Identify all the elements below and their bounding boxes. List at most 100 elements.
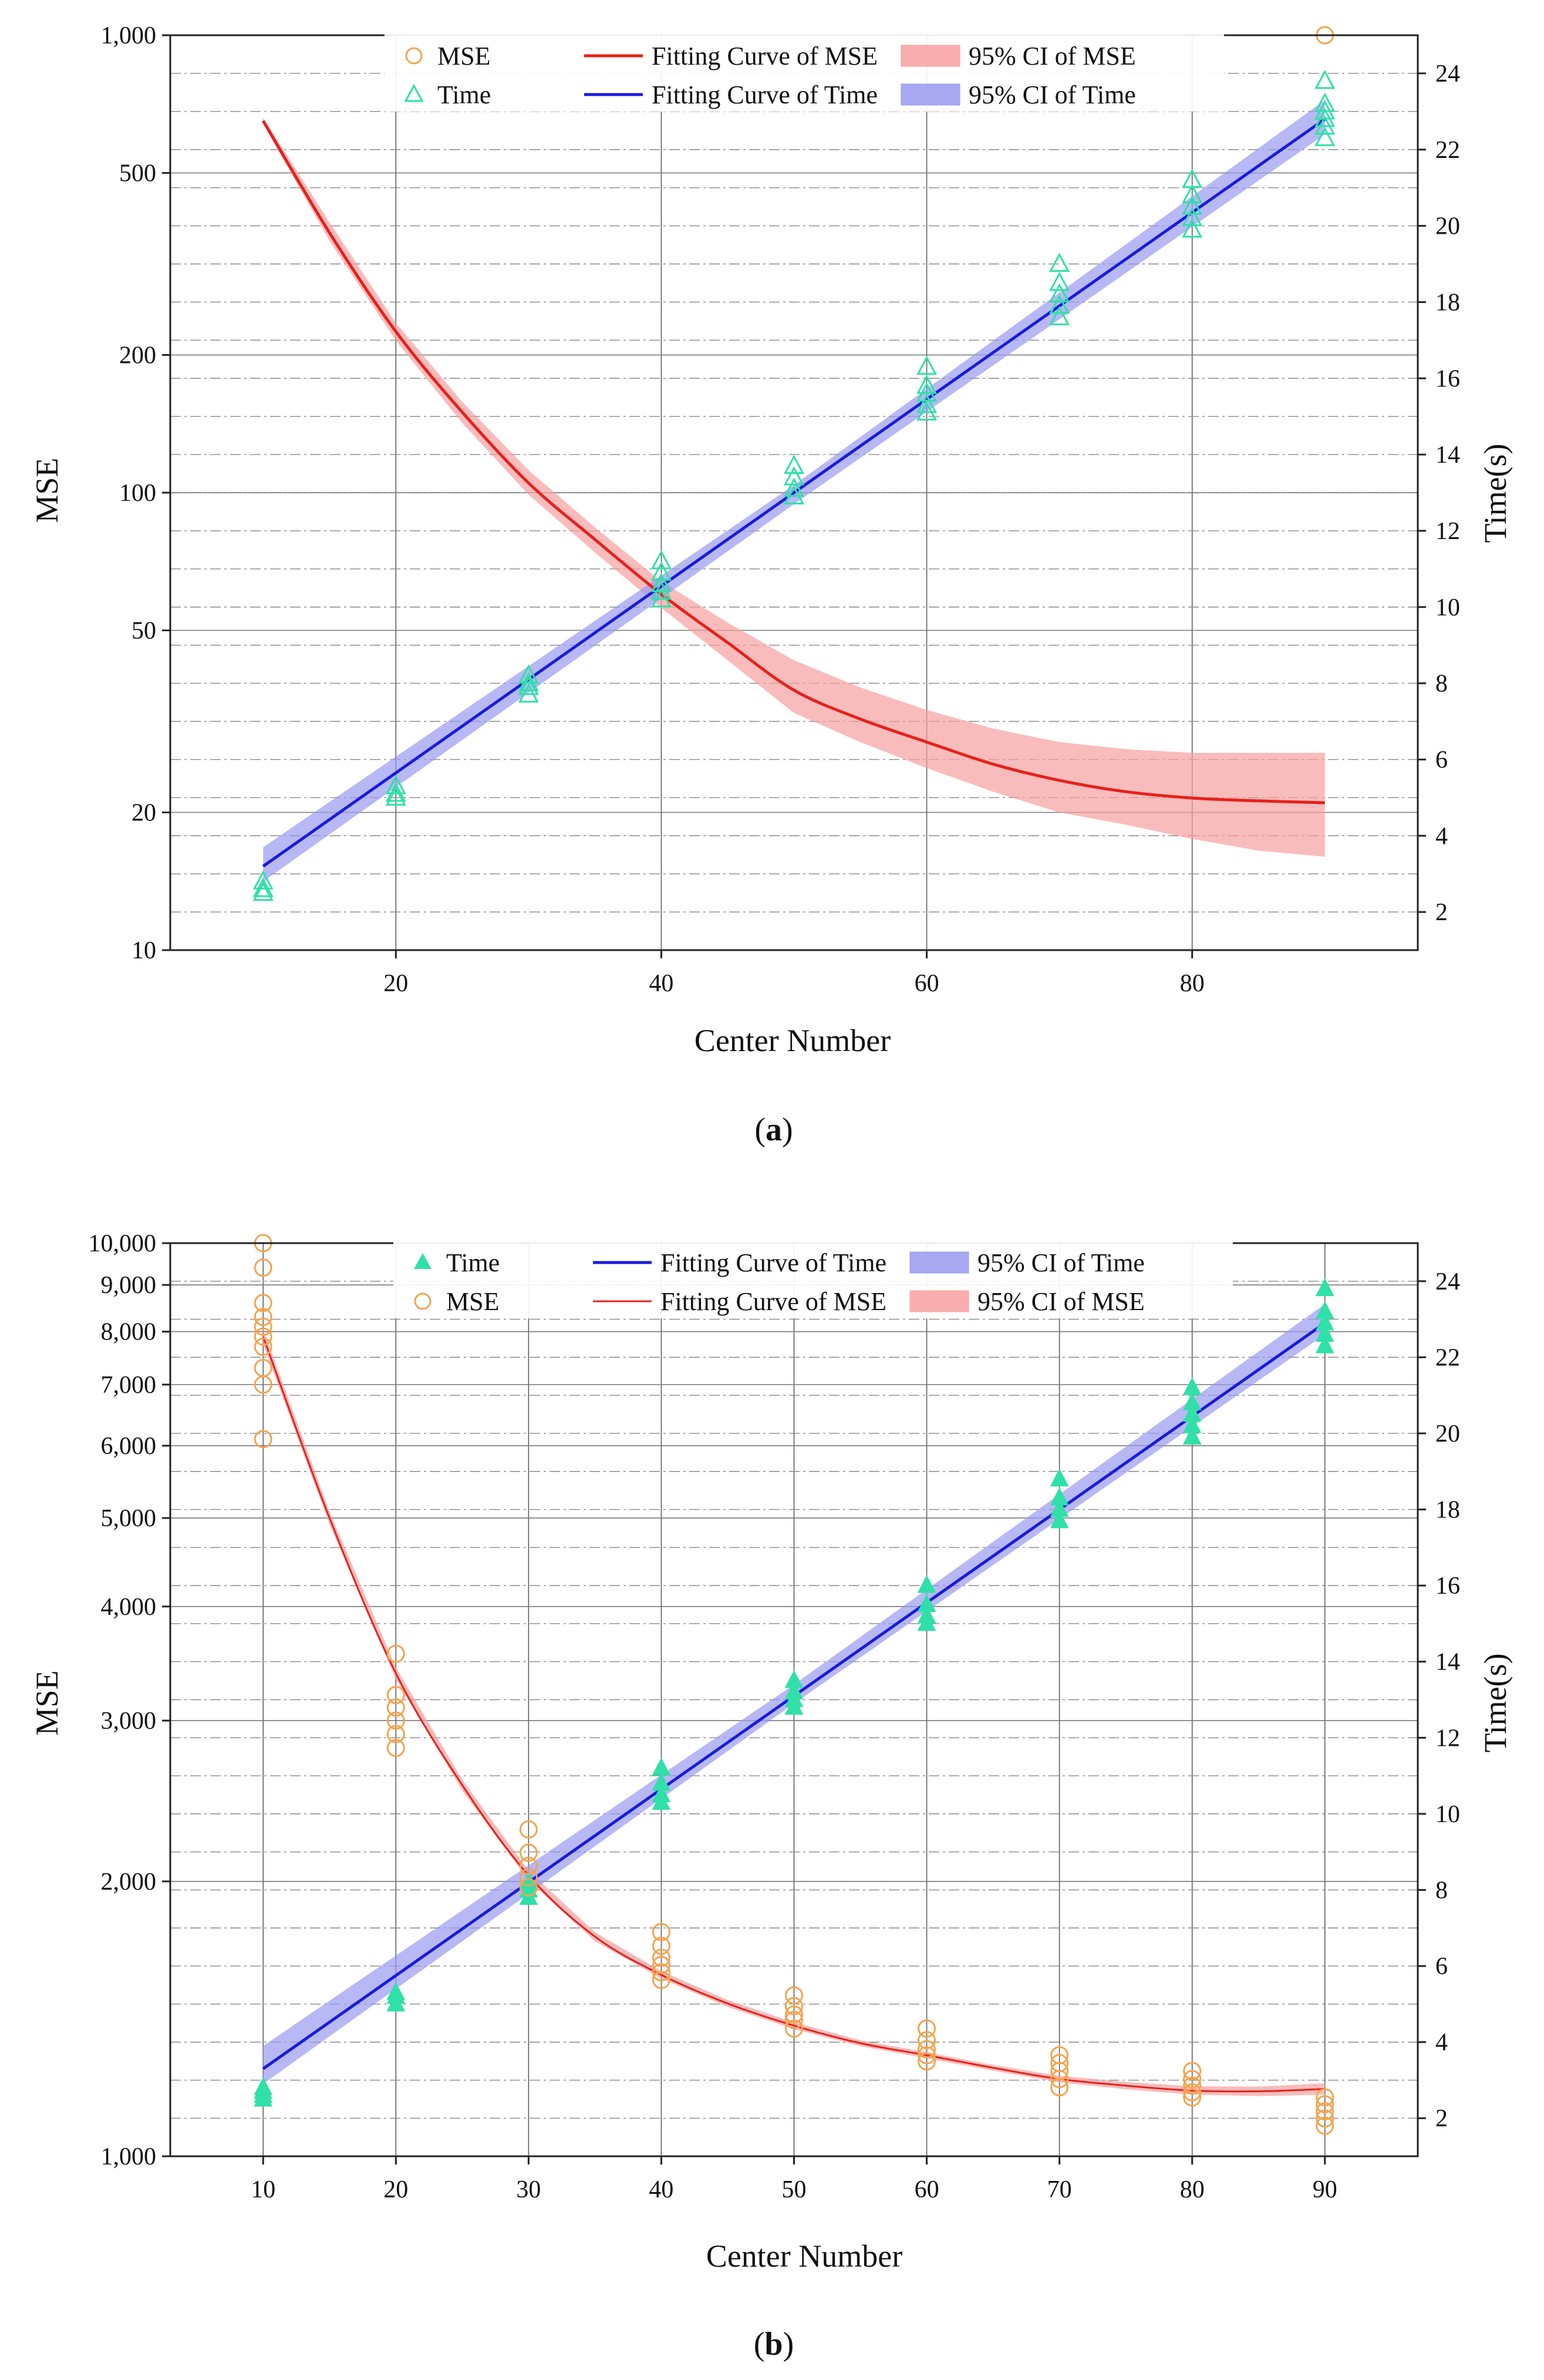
mse-point xyxy=(254,1338,272,1356)
y-right-tick-label: 22 xyxy=(1435,137,1460,164)
y-right-tick-label: 16 xyxy=(1435,365,1460,392)
mse-point xyxy=(254,1294,272,1312)
legend-item-time_points: Time xyxy=(414,1248,500,1277)
legend-symbol-time xyxy=(414,1253,431,1269)
mse-point xyxy=(519,1868,538,1887)
y-right-tick-label: 6 xyxy=(1435,1953,1448,1980)
y-axis-title-left-a: MSE xyxy=(29,457,65,523)
mse-point xyxy=(386,1739,405,1758)
mse-point xyxy=(652,1937,670,1955)
y-right-tick-label: 6 xyxy=(1435,746,1448,773)
ci-band-mse xyxy=(263,117,1325,857)
mse-point xyxy=(254,1327,272,1346)
y-left-tick-label: 8,000 xyxy=(101,1319,157,1346)
legend-item-time_ci: 95% CI of Time xyxy=(901,80,1136,109)
caption-letter-b: b xyxy=(764,2326,783,2362)
y-right-tick-label: 24 xyxy=(1435,1268,1460,1295)
legend-symbol-mse xyxy=(405,47,423,65)
fit-curve-mse xyxy=(262,1336,1325,2093)
mse-point xyxy=(918,2019,936,2038)
legend-item-mse_ci: 95% CI of MSE xyxy=(901,42,1136,70)
legend-label: Fitting Curve of MSE xyxy=(652,42,878,70)
mse-point xyxy=(1316,2109,1334,2128)
legend-label: Time xyxy=(446,1248,500,1277)
mse-point xyxy=(785,1997,803,2015)
legend-label: Fitting Curve of MSE xyxy=(660,1287,886,1316)
y-left-tick-label: 500 xyxy=(119,160,156,187)
time-point xyxy=(1314,107,1336,127)
y-right-tick-label: 14 xyxy=(1435,442,1460,469)
y-left-tick-label: 6,000 xyxy=(101,1433,157,1460)
y-axis-title-right-a: Time(s) xyxy=(1478,443,1513,543)
legend-label: Fitting Curve of Time xyxy=(652,80,878,109)
time-point xyxy=(518,675,539,695)
y-right-tick-label: 20 xyxy=(1435,213,1460,240)
fit-lines-a xyxy=(262,117,1326,868)
mse-point xyxy=(652,1955,670,1974)
y-left-tick-label: 9,000 xyxy=(101,1272,157,1299)
y-left-tick-label: 5,000 xyxy=(101,1505,157,1532)
mse-point xyxy=(652,1923,670,1941)
mse-point xyxy=(652,1948,670,1967)
mse-point xyxy=(519,1820,538,1839)
x-axis-title-b: Center Number xyxy=(706,2238,902,2274)
mse-point xyxy=(918,2046,936,2065)
x-tick-label: 30 xyxy=(516,2176,541,2203)
time-point xyxy=(916,401,938,421)
legend-item-mse_fit: Fitting Curve of MSE xyxy=(593,1287,886,1316)
mse-point xyxy=(386,1644,405,1663)
x-tick-label: 90 xyxy=(1313,2176,1337,2203)
y-right-tick-label: 24 xyxy=(1435,60,1460,87)
mse-point xyxy=(918,2031,936,2049)
x-axis-title-a: Center Number xyxy=(695,1023,891,1058)
grid-a xyxy=(170,35,1418,950)
legend-label: 95% CI of MSE xyxy=(969,42,1136,70)
time-point xyxy=(252,870,274,890)
mse-point xyxy=(519,1878,538,1897)
ci-bands-a xyxy=(263,100,1325,882)
y-right-tick-label: 22 xyxy=(1435,1344,1460,1371)
time-point xyxy=(650,588,672,608)
legend-label: 95% CI of Time xyxy=(969,80,1136,109)
ticks-b: 10 20 30 40 50 60 70 80 90 1,000 2,000 3,000 4,000 5,… xyxy=(89,1230,1461,2203)
legend-label: Fitting Curve of Time xyxy=(660,1248,886,1277)
legend-item-mse_points: MSE xyxy=(414,1287,499,1316)
mse-point xyxy=(785,1986,803,2005)
time-point xyxy=(783,466,805,486)
x-tick-label: 70 xyxy=(1047,2176,1072,2203)
y-left-tick-label: 10 xyxy=(132,937,156,964)
mse-point xyxy=(785,2005,803,2024)
y-right-tick-label: 20 xyxy=(1435,1420,1460,1447)
mse-point xyxy=(652,1963,670,1982)
mse-point xyxy=(254,1258,272,1277)
time-point xyxy=(1182,195,1203,215)
time-point xyxy=(518,683,539,703)
time-point xyxy=(650,550,672,570)
x-tick-label: 40 xyxy=(649,970,673,997)
x-tick-label: 50 xyxy=(782,2176,807,2203)
y-right-tick-label: 14 xyxy=(1435,1649,1460,1676)
x-tick-label: 60 xyxy=(915,2176,939,2203)
x-tick-label: 80 xyxy=(1180,2176,1205,2203)
legend-label: Time xyxy=(437,80,491,109)
y-right-tick-label: 4 xyxy=(1435,2029,1448,2056)
time-point xyxy=(1049,253,1070,272)
y-axis-title-left-b: MSE xyxy=(29,1670,65,1735)
fit-curve-time xyxy=(262,117,1326,868)
y-right-tick-label: 8 xyxy=(1435,671,1448,698)
time-point xyxy=(1182,1426,1202,1445)
time-point xyxy=(1050,1510,1069,1529)
caption-a: (a) xyxy=(754,1112,793,1148)
legend-item-mse_points: MSE xyxy=(405,42,490,70)
y-right-tick-label: 18 xyxy=(1435,289,1460,316)
time-point xyxy=(783,485,805,504)
y-right-tick-label: 2 xyxy=(1435,2105,1448,2132)
markers-a xyxy=(252,26,1336,901)
markers-b xyxy=(254,1234,1334,2135)
caption-b: (b) xyxy=(754,2326,794,2362)
y-left-tick-label: 2,000 xyxy=(101,1869,157,1896)
mse-point xyxy=(519,1843,538,1862)
mse-point xyxy=(1183,2062,1202,2081)
legend-label: MSE xyxy=(446,1287,499,1316)
